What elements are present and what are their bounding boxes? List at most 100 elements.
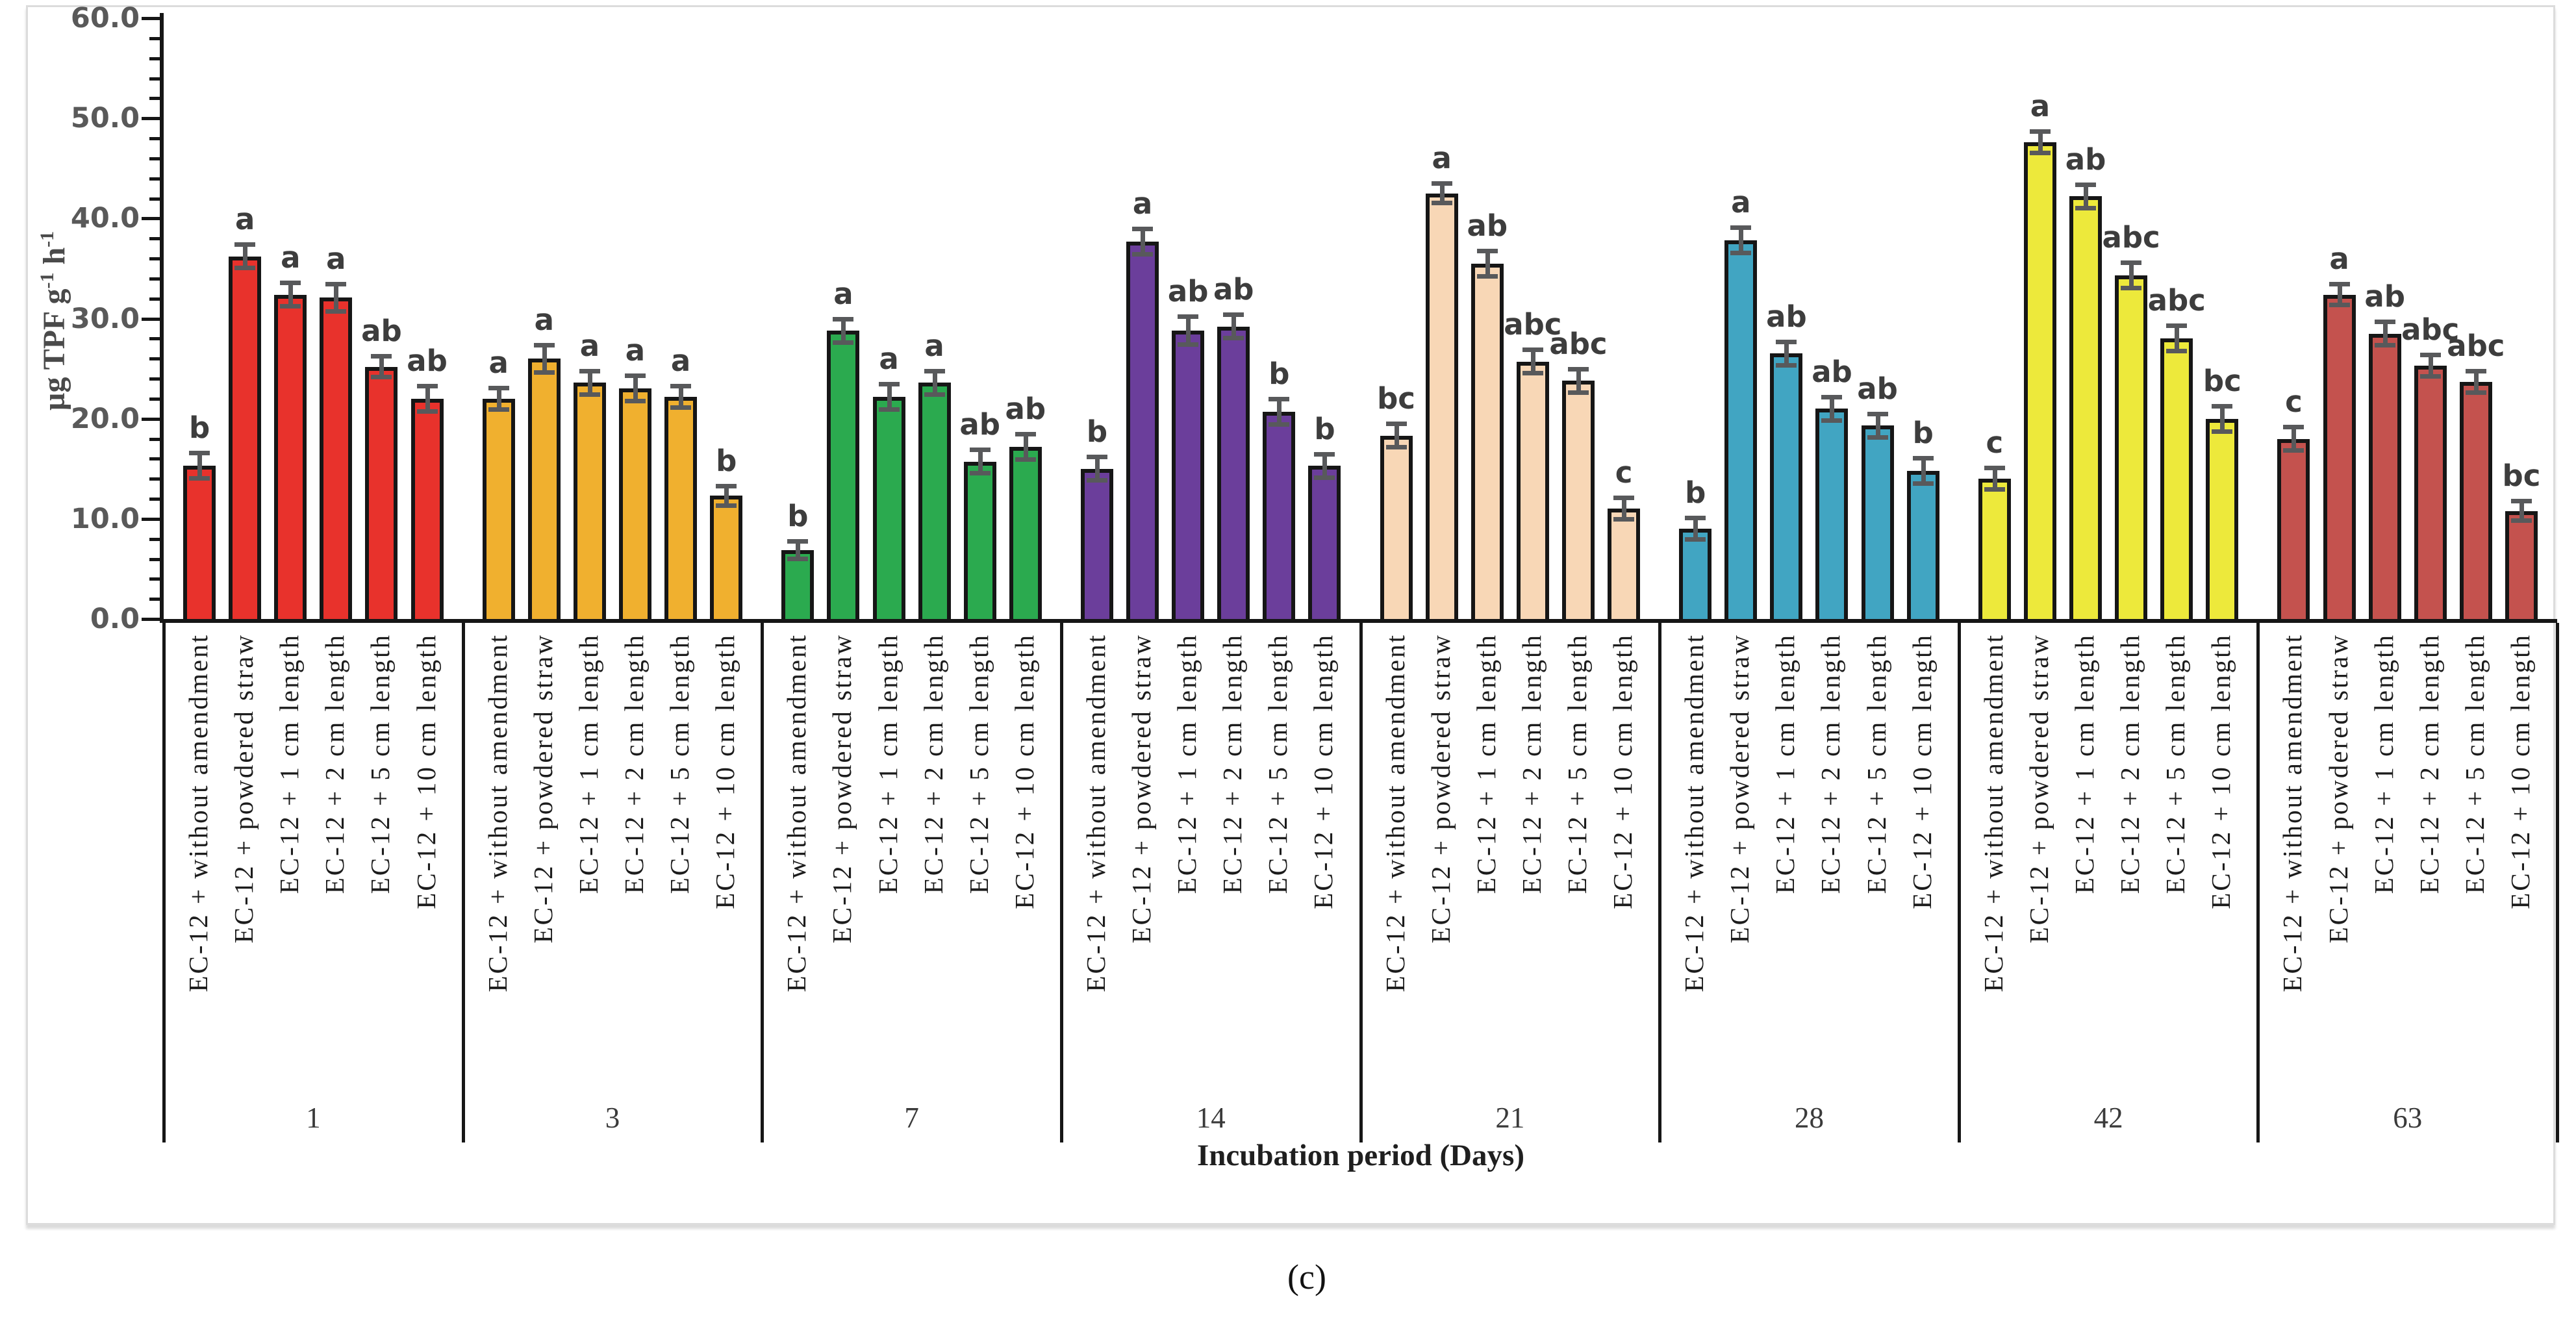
error-bar-cap-top [2510, 499, 2532, 504]
bar [229, 256, 262, 623]
group-day-label: 7 [904, 1102, 919, 1134]
error-bar-whisker [2220, 405, 2225, 432]
group-divider [2556, 623, 2559, 1142]
error-bar-cap-bottom [371, 375, 392, 380]
significance-letter: ab [1467, 208, 1508, 243]
error-bar-cap-bottom [579, 392, 600, 397]
group-divider [1658, 623, 1662, 1142]
error-bar-whisker [1485, 250, 1490, 277]
group-divider [1059, 623, 1063, 1142]
error-bar-cap-top [1867, 411, 1888, 416]
significance-letter: a [879, 341, 899, 376]
y-minor-tick [149, 337, 160, 341]
bar [2323, 294, 2356, 623]
bar [1217, 326, 1250, 623]
error-bar-cap-top [2329, 281, 2350, 286]
y-minor-tick [149, 77, 160, 81]
bar [1425, 193, 1458, 623]
error-bar-cap-bottom [2121, 286, 2142, 291]
bar [2115, 275, 2148, 623]
error-bar-whisker [633, 375, 638, 402]
y-tick-label: 30.0 [70, 302, 140, 335]
error-bar-cap-bottom [189, 476, 210, 481]
error-bar-whisker [2519, 501, 2524, 521]
error-bar-cap-bottom [2329, 303, 2350, 308]
y-minor-tick [149, 57, 160, 60]
figure-caption: (c) [1287, 1257, 1326, 1296]
bar [1471, 263, 1504, 623]
error-bar-whisker [2473, 370, 2479, 393]
x-category-label: EC-12 + without amendment [482, 633, 512, 992]
error-bar-whisker [978, 449, 983, 474]
error-bar-cap-top [1912, 455, 1934, 461]
error-bar-cap-bottom [1522, 371, 1543, 376]
y-minor-tick [149, 237, 160, 241]
error-bar-cap-top [2374, 320, 2395, 325]
error-bar-cap-bottom [1867, 435, 1888, 440]
significance-letter: c [1615, 455, 1633, 490]
error-bar-whisker [887, 383, 892, 410]
y-minor-tick [149, 377, 160, 381]
y-minor-tick [149, 577, 160, 581]
significance-letter: a [234, 202, 255, 237]
group-day-label: 21 [1495, 1102, 1525, 1134]
error-bar-cap-top [1984, 466, 2005, 471]
error-bar-whisker [334, 283, 339, 312]
error-bar-cap-top [579, 368, 600, 373]
x-category-label: EC-12 + 2 cm length [918, 633, 948, 894]
error-bar-cap-top [2166, 323, 2188, 329]
error-bar-cap-bottom [969, 471, 991, 476]
significance-letter: bc [2502, 459, 2541, 494]
error-bar-whisker [2337, 283, 2342, 306]
x-category-label: EC-12 + 10 cm length [2206, 633, 2236, 909]
error-bar-whisker [2428, 355, 2433, 377]
x-category-label: EC-12 + powdered straw [1126, 633, 1157, 944]
y-minor-tick [149, 277, 160, 281]
error-bar-cap-top [878, 381, 900, 386]
error-bar-cap-top [1132, 226, 1154, 231]
error-bar-cap-top [624, 373, 646, 379]
error-bar-cap-top [2029, 129, 2051, 134]
y-tick-label: 60.0 [70, 2, 140, 34]
error-bar-cap-top [2465, 368, 2486, 373]
significance-letter: c [2285, 385, 2303, 419]
error-bar-cap-bottom [2510, 518, 2532, 523]
y-major-tick [142, 217, 160, 221]
error-bar-cap-top [969, 448, 991, 453]
group-day-label: 42 [2093, 1102, 2123, 1134]
group-day-label: 63 [2393, 1102, 2423, 1134]
bar [2160, 338, 2193, 623]
y-minor-tick [149, 357, 160, 361]
error-bar-whisker [1231, 314, 1237, 339]
error-bar-whisker [243, 244, 248, 269]
x-category-label: EC-12 + 1 cm length [1471, 633, 1501, 894]
y-major-tick [142, 517, 160, 521]
x-category-label: EC-12 + 5 cm length [2459, 633, 2490, 894]
error-bar-cap-top [1685, 516, 1706, 521]
y-minor-tick [149, 557, 160, 561]
error-bar-cap-top [1476, 248, 1498, 253]
x-category-label: EC-12 + 1 cm length [2069, 633, 2099, 894]
error-bar-whisker [1141, 228, 1146, 255]
error-bar-whisker [496, 387, 501, 410]
group-divider [162, 623, 166, 1142]
significance-letter: ab [959, 407, 1000, 442]
x-category-label: EC-12 + 2 cm length [1217, 633, 1248, 894]
y-major-tick [142, 117, 160, 121]
error-bar-cap-bottom [2419, 373, 2441, 379]
significance-letter: ab [1766, 299, 1807, 334]
error-bar-whisker [1921, 457, 1926, 484]
significance-letter: ab [1167, 274, 1209, 309]
y-minor-tick [149, 197, 160, 201]
bar [2414, 365, 2447, 623]
significance-letter: a [2329, 241, 2349, 276]
error-bar-cap-bottom [787, 556, 809, 561]
significance-letter: abc [2147, 283, 2206, 318]
error-bar-whisker [679, 385, 684, 408]
error-bar-whisker [2175, 325, 2180, 352]
error-bar-cap-bottom [670, 405, 692, 410]
error-bar-whisker [1186, 316, 1191, 345]
error-bar-cap-bottom [2029, 151, 2051, 156]
group-divider [2256, 623, 2260, 1142]
x-category-label: EC-12 + 5 cm length [1561, 633, 1592, 894]
